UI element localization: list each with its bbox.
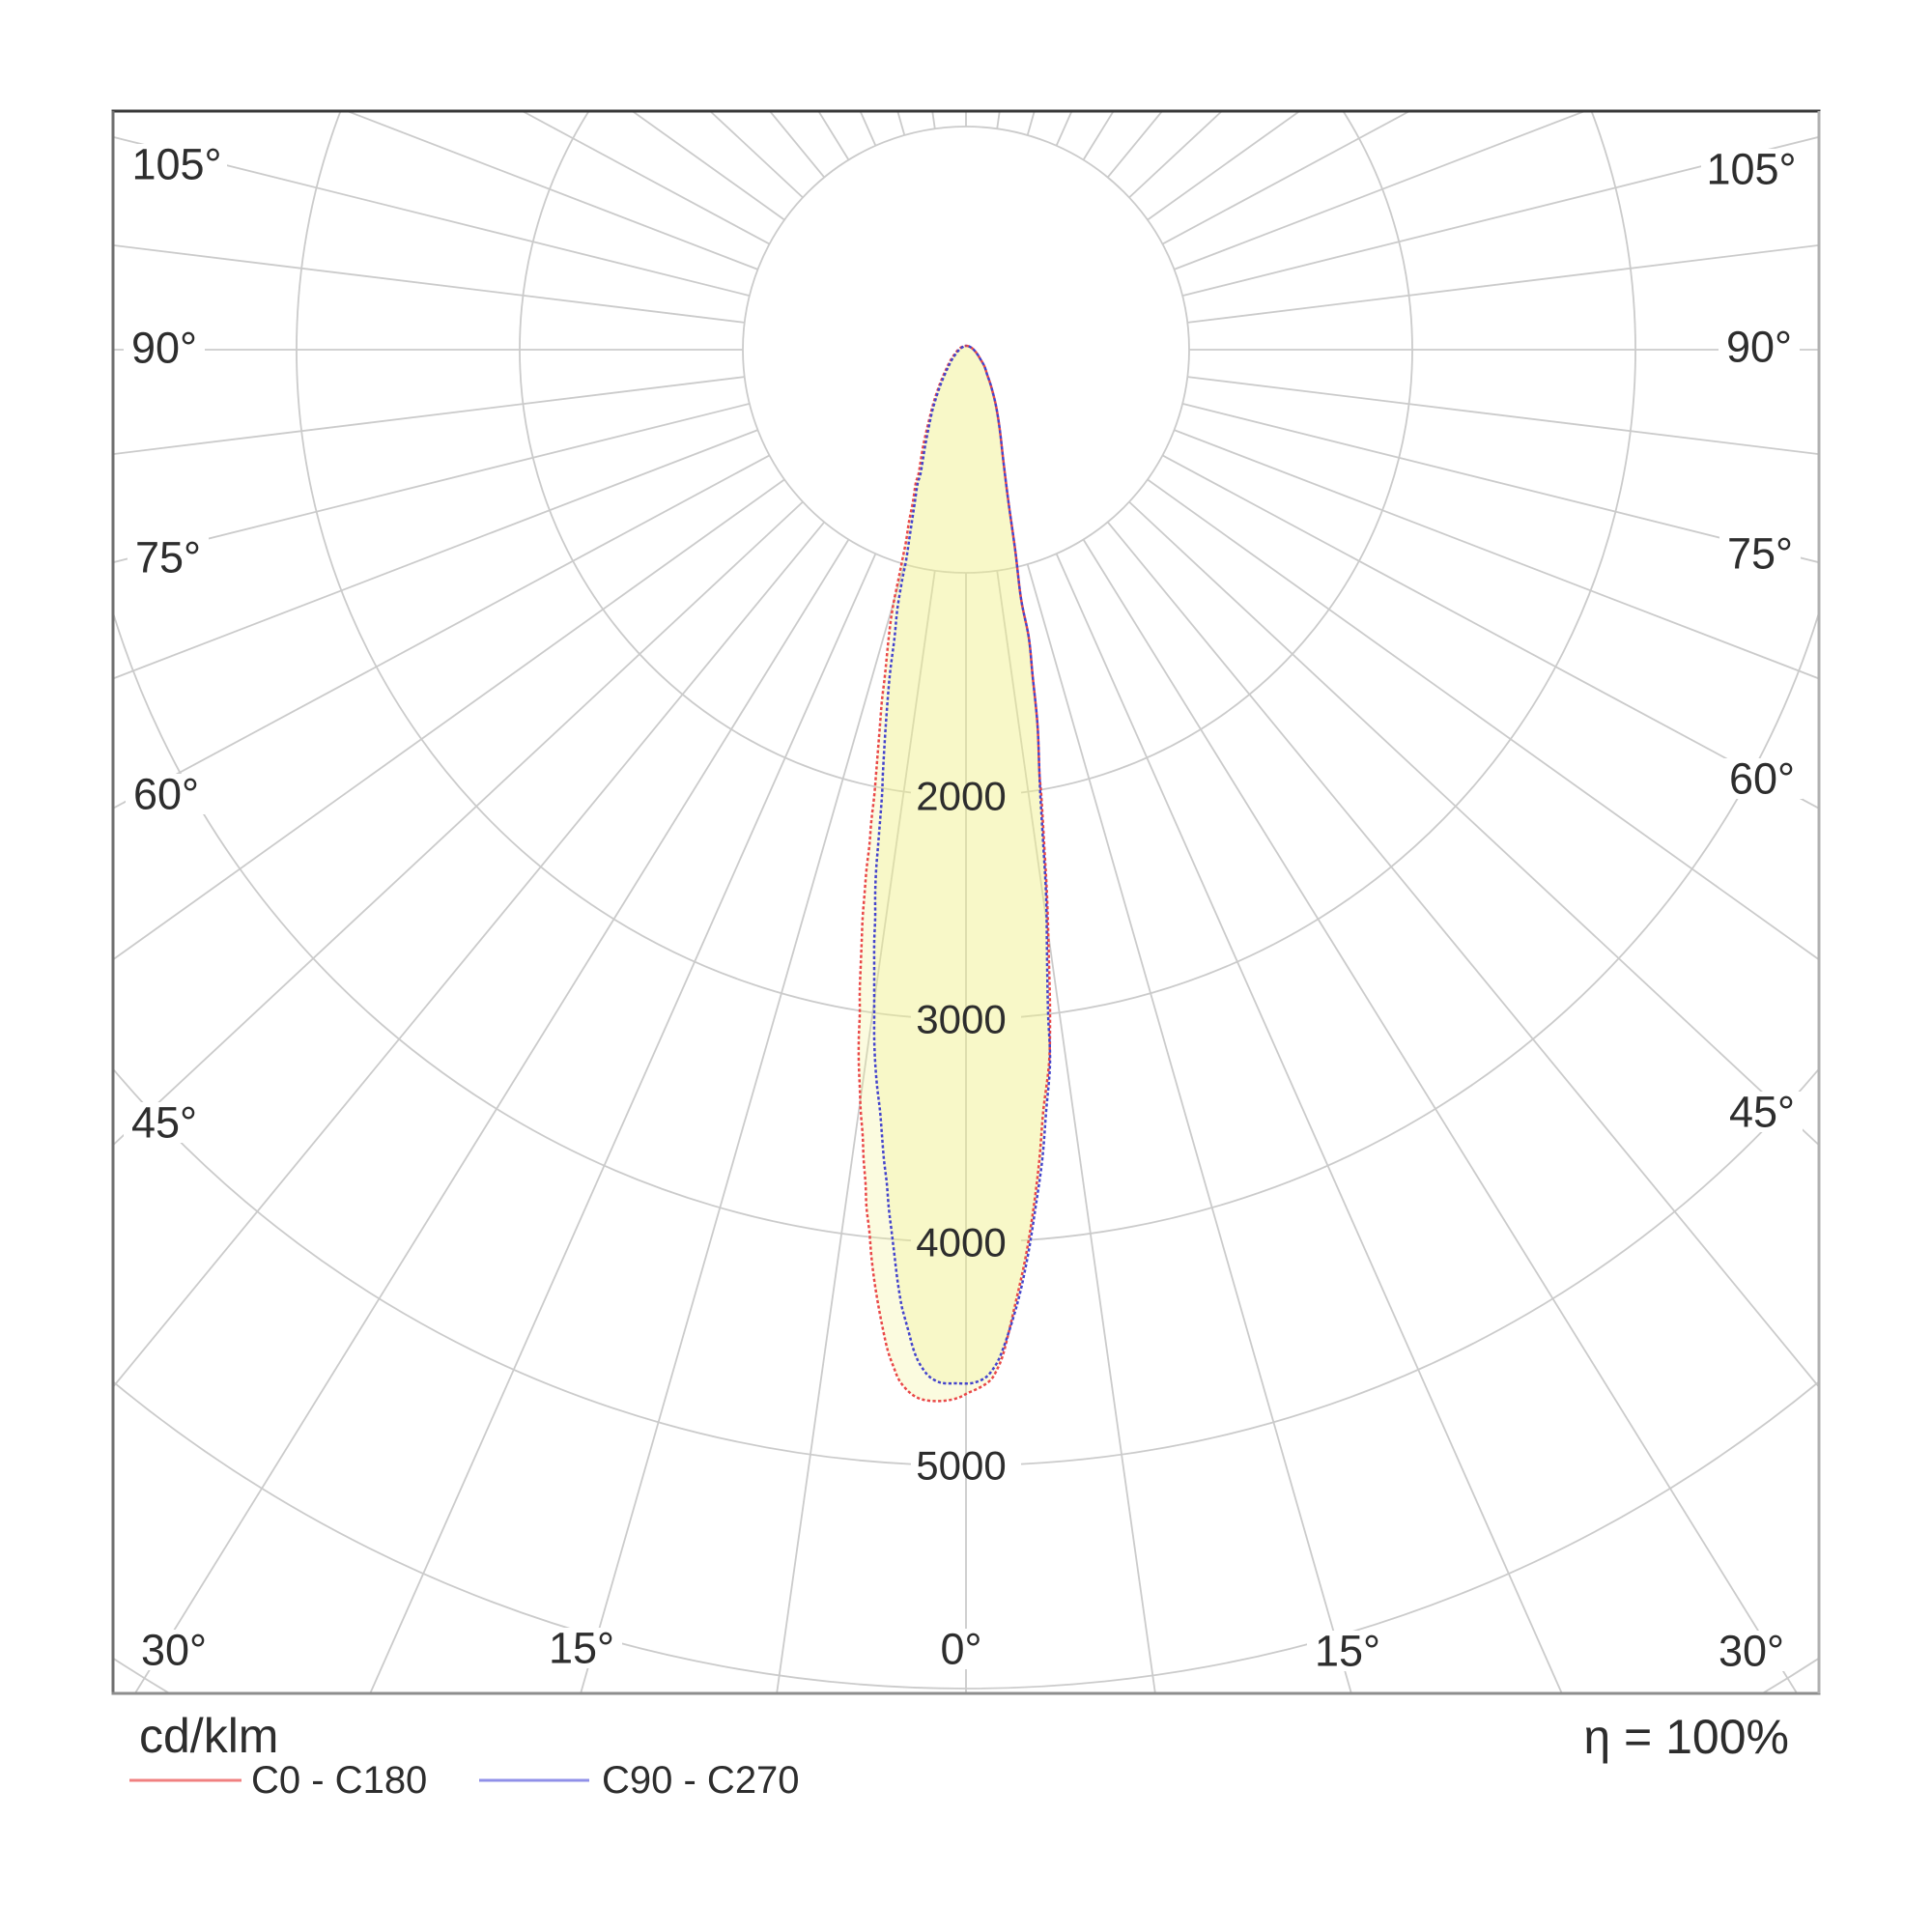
svg-text:75°: 75° xyxy=(135,533,201,582)
svg-text:60°: 60° xyxy=(1729,754,1795,804)
svg-text:0°: 0° xyxy=(940,1625,981,1674)
svg-text:C90 - C270: C90 - C270 xyxy=(602,1759,800,1802)
svg-text:15°: 15° xyxy=(549,1624,614,1673)
svg-text:5000: 5000 xyxy=(916,1443,1006,1489)
svg-text:105°: 105° xyxy=(1706,145,1796,194)
svg-text:90°: 90° xyxy=(131,324,197,373)
svg-text:90°: 90° xyxy=(1726,323,1792,372)
svg-text:45°: 45° xyxy=(1729,1088,1795,1137)
svg-text:C0 - C180: C0 - C180 xyxy=(251,1759,427,1802)
svg-text:60°: 60° xyxy=(133,770,199,819)
svg-text:30°: 30° xyxy=(1719,1627,1784,1676)
svg-text:45°: 45° xyxy=(131,1098,197,1148)
svg-text:4000: 4000 xyxy=(916,1220,1006,1265)
svg-text:cd/klm: cd/klm xyxy=(139,1709,278,1763)
svg-text:105°: 105° xyxy=(131,140,221,189)
svg-text:15°: 15° xyxy=(1315,1627,1380,1676)
svg-text:3000: 3000 xyxy=(916,997,1006,1042)
svg-text:75°: 75° xyxy=(1727,529,1793,579)
svg-text:30°: 30° xyxy=(141,1626,207,1675)
svg-text:2000: 2000 xyxy=(916,774,1006,819)
svg-text:η = 100%: η = 100% xyxy=(1583,1710,1789,1764)
